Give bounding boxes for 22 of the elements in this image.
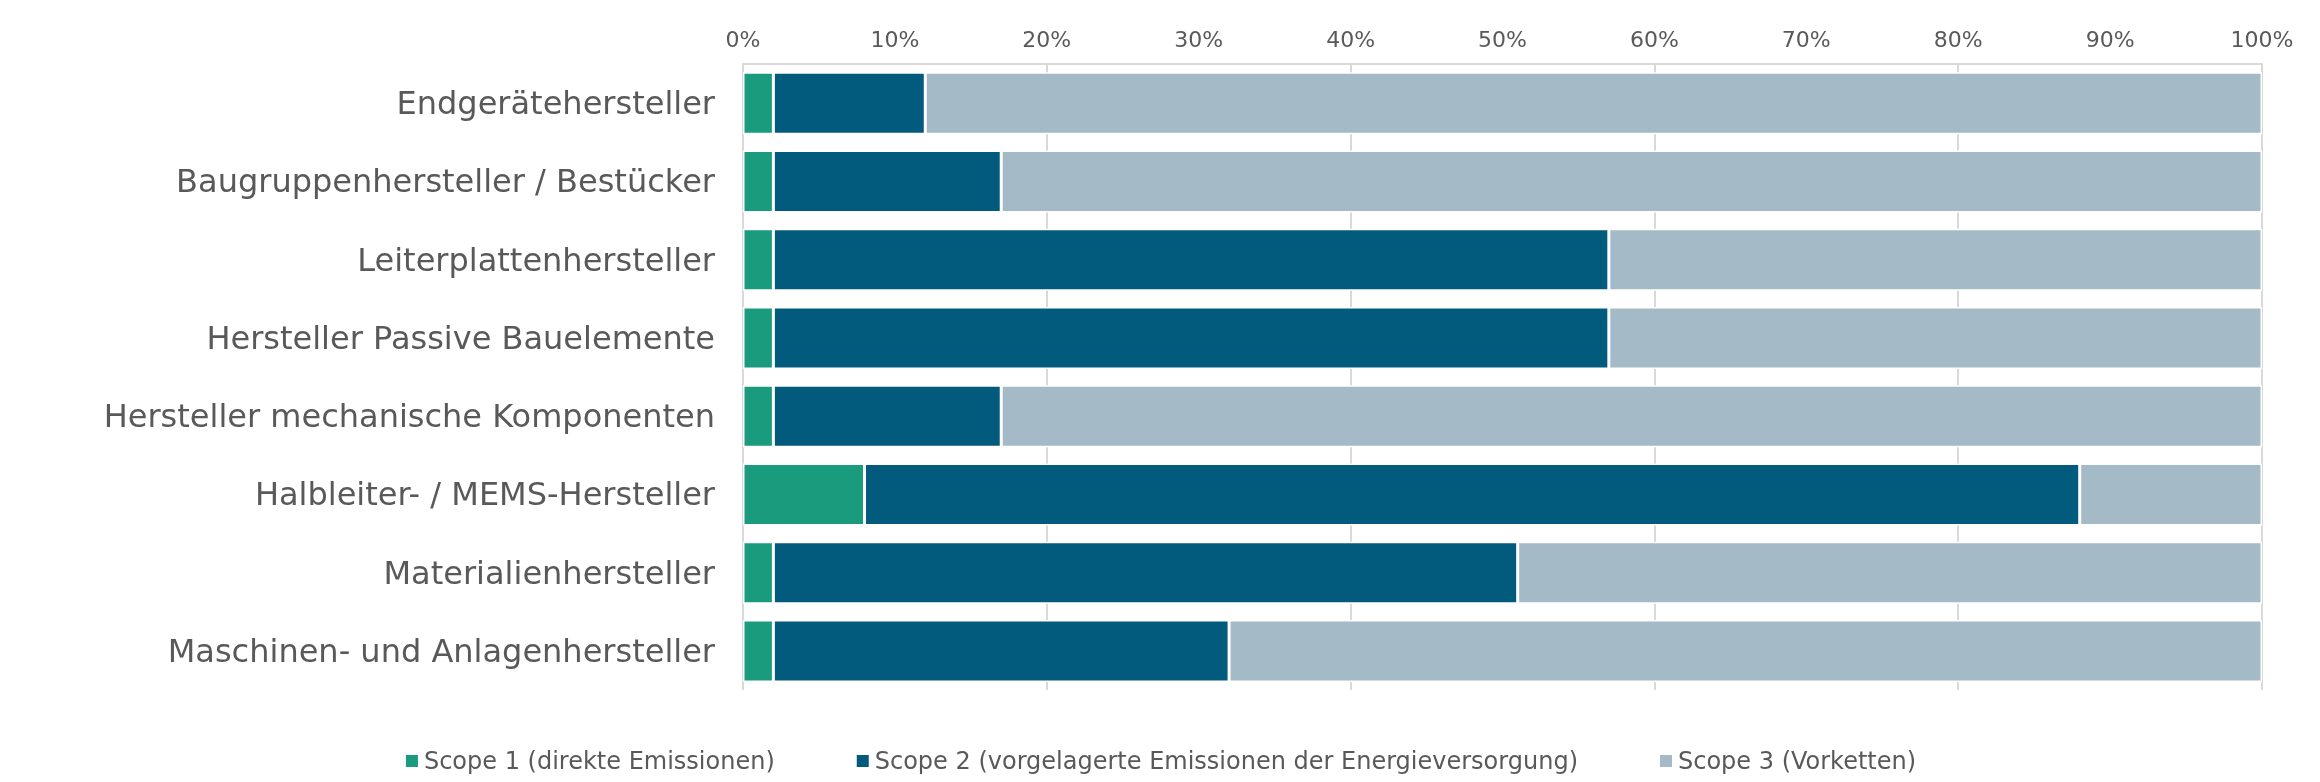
y-tick-label: Endgerätehersteller [396,84,716,123]
x-tick-label: 100% [2230,26,2294,52]
x-tick-label: 90% [2085,26,2135,52]
y-tick-label: Halbleiter- / MEMS-Hersteller [254,475,716,514]
x-tick-label: 80% [1933,26,1983,52]
legend-label: Scope 2 (vorgelagerte Emissionen der Energieversorgung) [874,747,1579,775]
y-tick-label: Baugruppenhersteller / Bestücker [176,162,716,201]
x-tick-label: 30% [1174,26,1224,52]
y-tick-label: Hersteller Passive Bauelemente [206,318,715,357]
x-tick-label: 40% [1326,26,1376,52]
x-tick-label: 10% [870,26,920,52]
x-tick-label: 70% [1781,26,1831,52]
x-tick-label: 0% [725,26,761,52]
y-tick-label: Leiterplattenhersteller [357,240,716,279]
y-tick-label: Materialienhersteller [383,553,716,592]
x-tick-label: 20% [1022,26,1072,52]
legend-label: Scope 3 (Vorketten) [1678,747,1917,775]
y-tick-label: Maschinen- und Anlagenhersteller [167,631,716,670]
y-tick-label: Hersteller mechanische Komponenten [103,397,715,436]
x-tick-label: 60% [1629,26,1679,52]
x-tick-label: 50% [1478,26,1527,52]
legend-label: Scope 1 (direkte Emissionen) [423,747,775,775]
